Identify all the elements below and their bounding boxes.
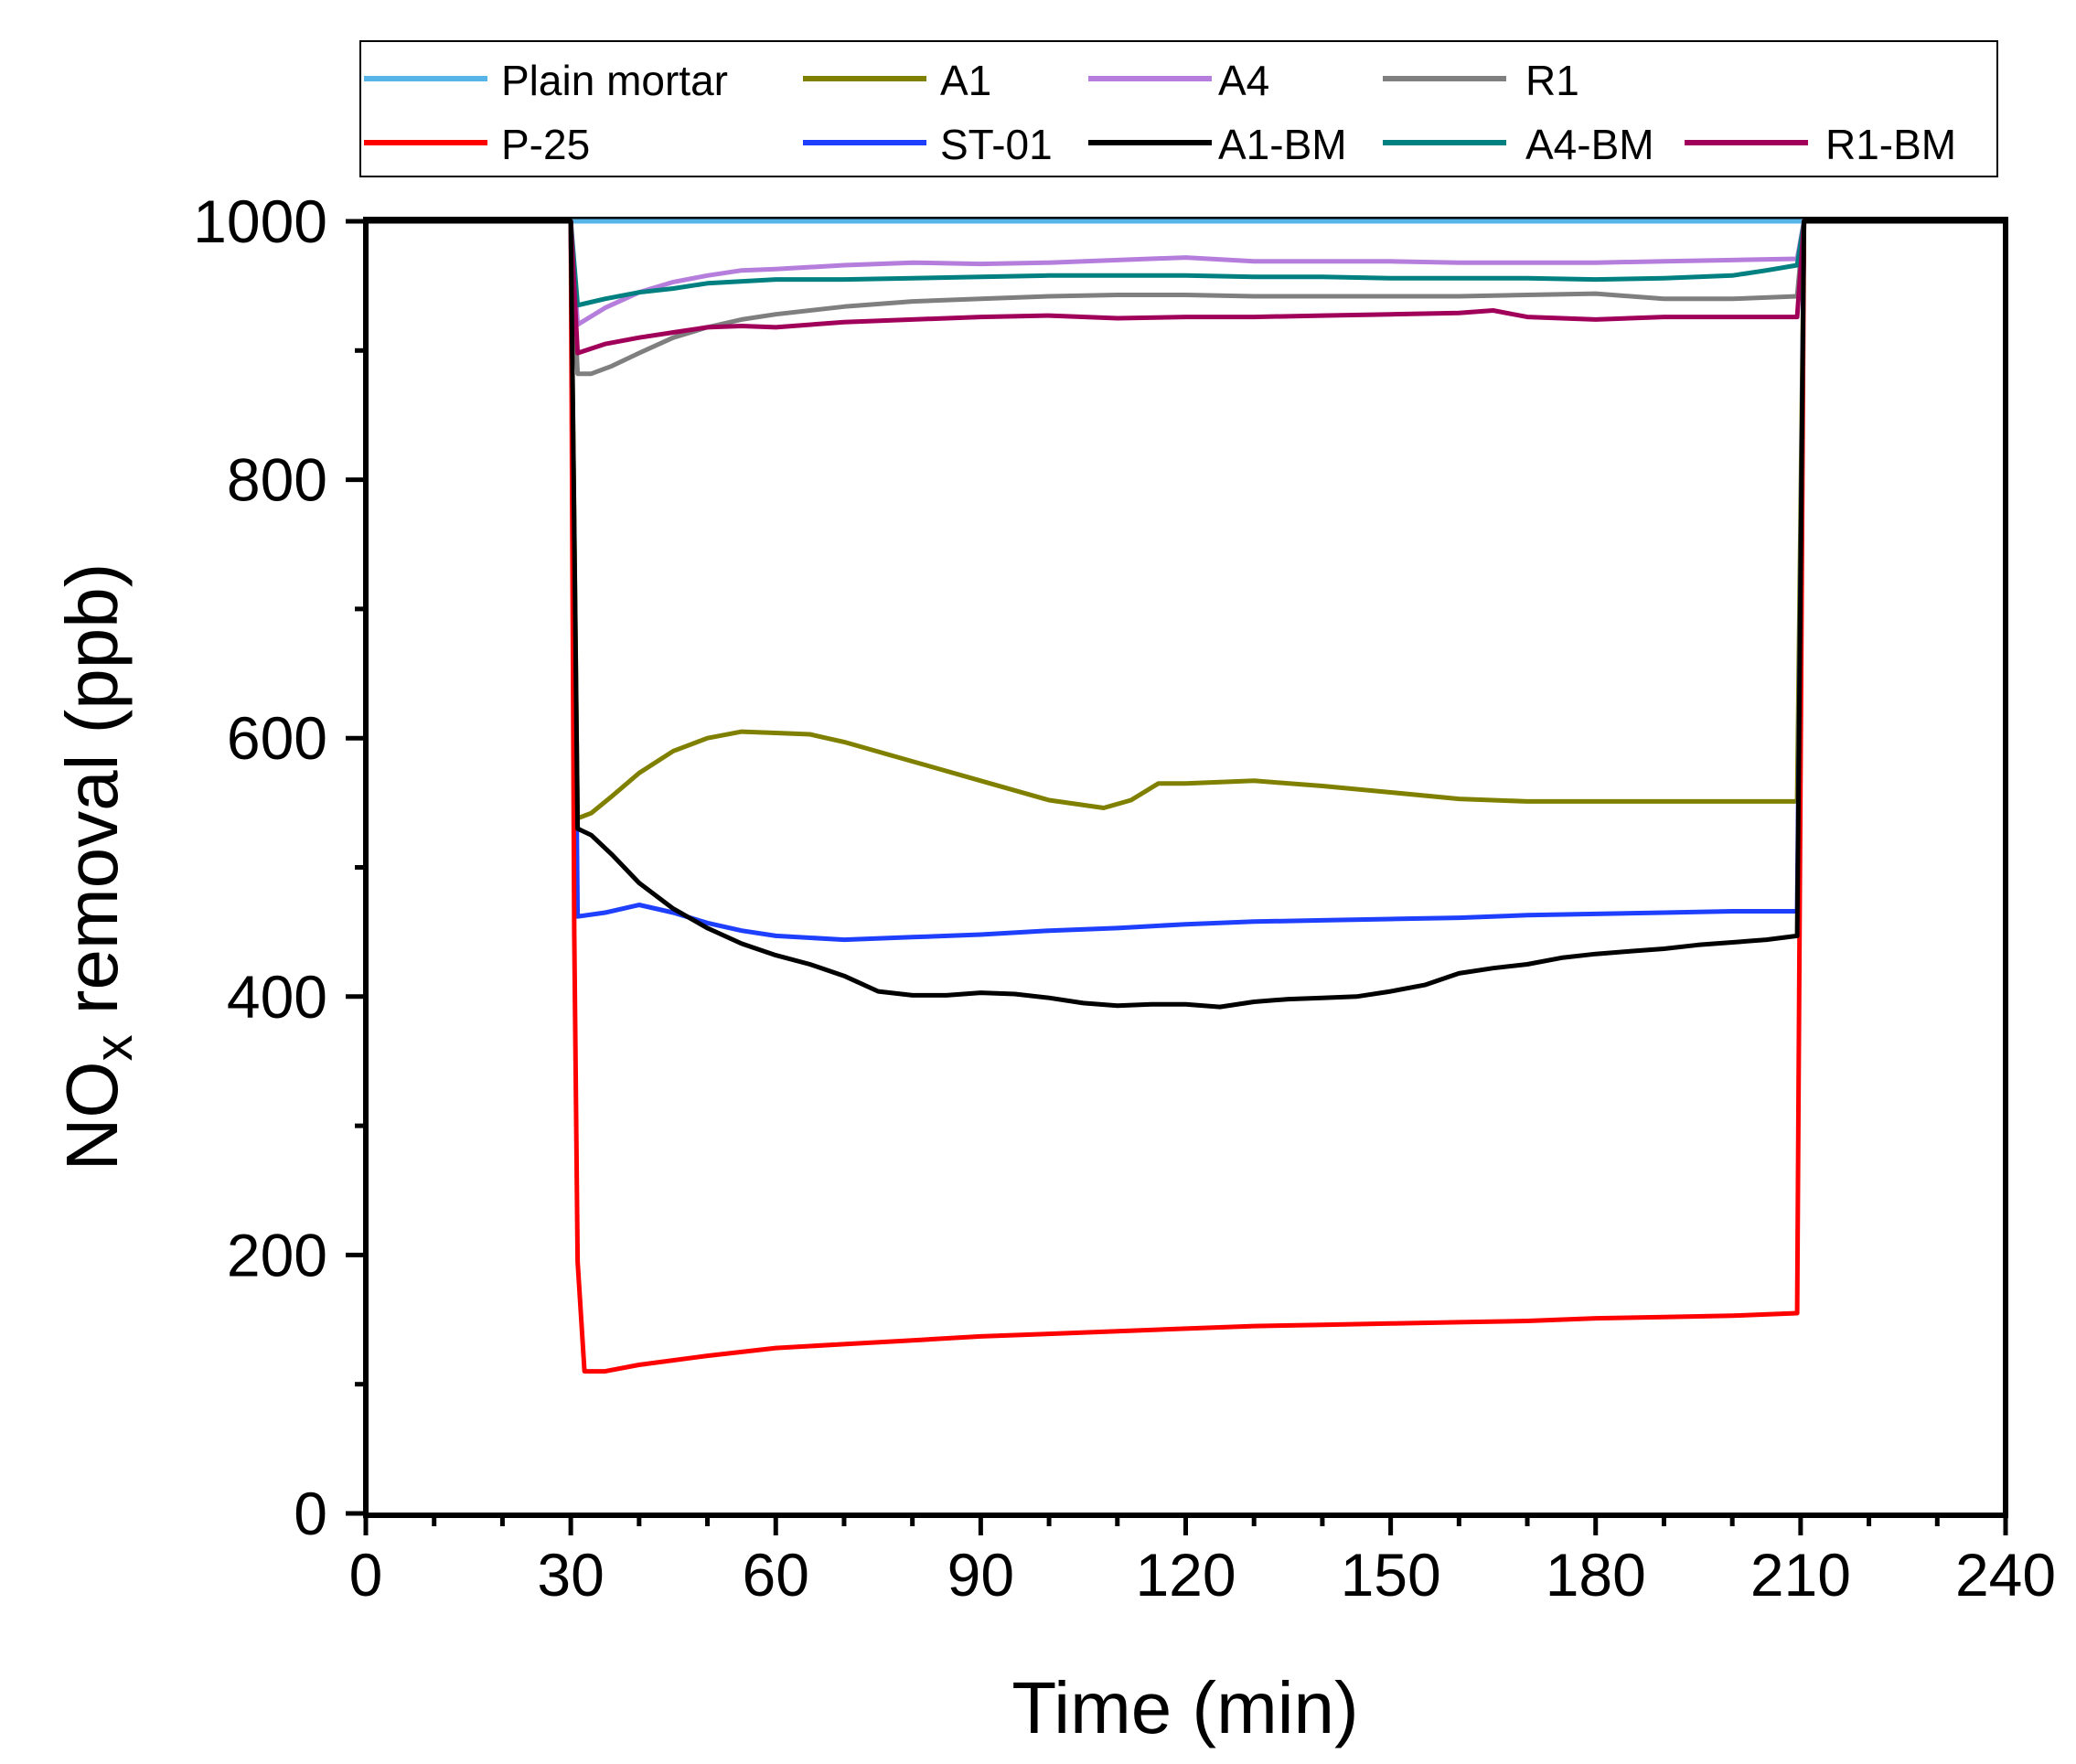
x-tick-label: 210	[1750, 1541, 1851, 1609]
series-line-a1	[366, 219, 2006, 821]
legend-label-r1-bm: R1-BM	[1825, 121, 1956, 168]
x-tick-label: 180	[1546, 1541, 1646, 1609]
legend-label-a4-bm: A4-BM	[1525, 121, 1654, 168]
y-tick-label: 200	[227, 1221, 327, 1288]
y-tick-label: 800	[227, 446, 327, 514]
series-line-a4-bm	[366, 219, 2006, 308]
series-line-a1-bm	[366, 219, 2006, 1010]
series-line-st-01	[366, 219, 2006, 943]
legend-label-a4: A4	[1218, 57, 1269, 104]
y-tick-label: 600	[227, 704, 327, 772]
legend-label-r1: R1	[1525, 57, 1579, 104]
plot-frame	[363, 217, 2008, 1518]
legend: Plain mortar A1 A4 R1 P-25 ST-01 A1-BM A4-BM R1-…	[359, 40, 1998, 177]
y-axis-title-subscript: x	[84, 1034, 144, 1061]
y-axis-title-rest: removal (ppb)	[51, 563, 133, 1035]
legend-box	[359, 40, 1998, 177]
x-tick-label: 0	[349, 1541, 383, 1609]
legend-label-a1-bm: A1-BM	[1218, 121, 1347, 168]
y-axis-title: NOx removal (ppb)	[51, 563, 144, 1171]
legend-label-p-25: P-25	[501, 121, 590, 168]
series-line-p-25	[366, 219, 2006, 1374]
series-line-r1-bm	[366, 219, 2006, 356]
y-tick-label: 1000	[193, 187, 327, 255]
x-axis-title: Time (min)	[1011, 1667, 1358, 1748]
legend-label-st-01: ST-01	[940, 121, 1053, 168]
series-layer	[366, 219, 2006, 1374]
y-axis: 0 200 400 600 800 1000	[193, 187, 366, 1547]
x-tick-label: 120	[1135, 1541, 1236, 1609]
x-tick-label: 240	[1955, 1541, 2056, 1609]
x-tick-label: 90	[947, 1541, 1014, 1609]
legend-label-plain-mortar: Plain mortar	[501, 57, 728, 104]
x-axis: 0 30 60 90 120 150 180 210 240	[349, 1515, 2056, 1609]
y-axis-title-main: NO	[51, 1061, 133, 1171]
series-line-r1	[366, 219, 2006, 377]
y-tick-label: 0	[294, 1480, 327, 1547]
legend-label-a1: A1	[940, 57, 991, 104]
x-tick-label: 60	[743, 1541, 809, 1609]
x-tick-label: 30	[537, 1541, 604, 1609]
y-tick-label: 400	[227, 963, 327, 1031]
x-tick-label: 150	[1341, 1541, 1441, 1609]
